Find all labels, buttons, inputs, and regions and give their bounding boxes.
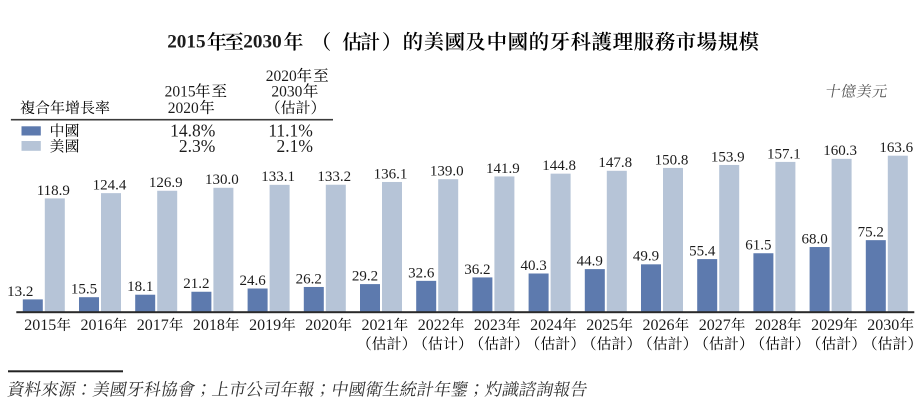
- svg-text:163.6: 163.6: [879, 140, 913, 156]
- svg-text:139.0: 139.0: [430, 164, 464, 180]
- svg-text:2027: 2027: [699, 317, 731, 334]
- svg-text:2020: 2020: [168, 100, 199, 117]
- svg-text:21.2: 21.2: [183, 276, 209, 292]
- svg-text:2015: 2015: [24, 317, 56, 334]
- svg-text:2020: 2020: [305, 317, 337, 334]
- svg-text:126.9: 126.9: [149, 175, 183, 191]
- svg-text:136.1: 136.1: [374, 166, 408, 182]
- svg-text:2029: 2029: [811, 317, 843, 334]
- svg-text:29.2: 29.2: [352, 269, 378, 285]
- svg-text:15.5: 15.5: [71, 282, 97, 298]
- svg-text:141.9: 141.9: [486, 161, 520, 177]
- svg-text:118.9: 118.9: [37, 183, 70, 199]
- svg-text:2030: 2030: [271, 84, 302, 101]
- svg-text:2022: 2022: [418, 317, 450, 334]
- svg-text:133.2: 133.2: [317, 169, 351, 185]
- svg-text:18.1: 18.1: [127, 279, 153, 295]
- svg-text:2028: 2028: [755, 317, 787, 334]
- svg-text:75.2: 75.2: [858, 225, 884, 241]
- svg-text:157.1: 157.1: [767, 146, 801, 162]
- svg-text:160.3: 160.3: [823, 143, 857, 159]
- svg-text:61.5: 61.5: [745, 238, 771, 254]
- svg-text:13.2: 13.2: [7, 284, 33, 300]
- svg-text:2.3%: 2.3%: [179, 136, 215, 156]
- svg-text:26.2: 26.2: [296, 271, 322, 287]
- svg-text:40.3: 40.3: [520, 258, 546, 274]
- svg-text:14.8%: 14.8%: [170, 120, 215, 140]
- svg-text:24.6: 24.6: [239, 273, 266, 289]
- svg-text:150.8: 150.8: [655, 152, 689, 168]
- svg-text:55.4: 55.4: [689, 244, 716, 260]
- svg-text:2030: 2030: [867, 317, 899, 334]
- svg-text:2017: 2017: [137, 317, 169, 334]
- svg-text:130.0: 130.0: [205, 172, 239, 188]
- svg-text:2030: 2030: [243, 32, 281, 53]
- svg-text:147.8: 147.8: [598, 155, 632, 171]
- svg-text:2015: 2015: [167, 32, 205, 53]
- svg-text:144.8: 144.8: [542, 158, 576, 174]
- svg-text:2.1%: 2.1%: [276, 136, 312, 156]
- svg-text:2023: 2023: [474, 317, 506, 334]
- svg-text:44.9: 44.9: [577, 254, 603, 270]
- svg-text:36.2: 36.2: [464, 262, 490, 278]
- svg-text:2019: 2019: [249, 317, 281, 334]
- svg-text:2024: 2024: [530, 317, 562, 334]
- svg-text:32.6: 32.6: [408, 265, 435, 281]
- svg-text:11.1%: 11.1%: [268, 120, 313, 140]
- svg-text:2018: 2018: [193, 317, 225, 334]
- svg-text:2015: 2015: [165, 84, 196, 101]
- svg-text:2020: 2020: [266, 68, 297, 85]
- svg-text:2016: 2016: [81, 317, 113, 334]
- svg-text:2025: 2025: [586, 317, 618, 334]
- svg-text:49.9: 49.9: [633, 249, 659, 265]
- svg-text:2026: 2026: [643, 317, 675, 334]
- svg-text:133.1: 133.1: [261, 169, 295, 185]
- svg-text:153.9: 153.9: [711, 149, 745, 165]
- svg-text:68.0: 68.0: [801, 231, 827, 247]
- svg-text:2021: 2021: [362, 317, 394, 334]
- svg-text:124.4: 124.4: [93, 178, 127, 194]
